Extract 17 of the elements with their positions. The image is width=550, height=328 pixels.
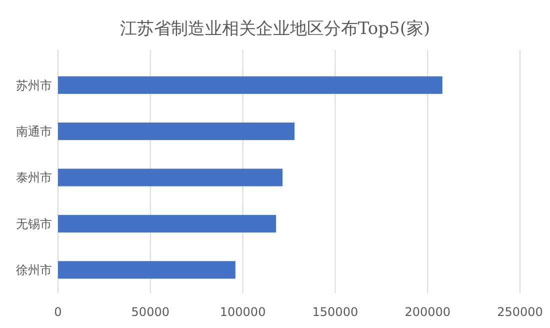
x-tick-label: 100000 <box>220 305 266 319</box>
bar <box>58 168 283 186</box>
bar <box>58 261 236 279</box>
y-tick-label: 无锡市 <box>16 216 52 231</box>
y-tick-label: 徐州市 <box>16 263 52 278</box>
x-tick-label: 150000 <box>312 305 358 319</box>
chart-title: 江苏省制造业相关企业地区分布Top5(家) <box>120 19 430 39</box>
y-tick-label: 苏州市 <box>16 78 52 92</box>
bar <box>58 214 276 232</box>
y-tick-label: 泰州市 <box>16 170 52 185</box>
x-tick-label: 50000 <box>131 305 170 319</box>
x-tick-label: 200000 <box>404 305 451 319</box>
x-tick-label: 250000 <box>497 305 543 319</box>
bar <box>58 122 295 140</box>
bar <box>58 76 442 94</box>
x-tick-label: 0 <box>54 305 62 319</box>
y-tick-label: 南通市 <box>16 124 52 138</box>
